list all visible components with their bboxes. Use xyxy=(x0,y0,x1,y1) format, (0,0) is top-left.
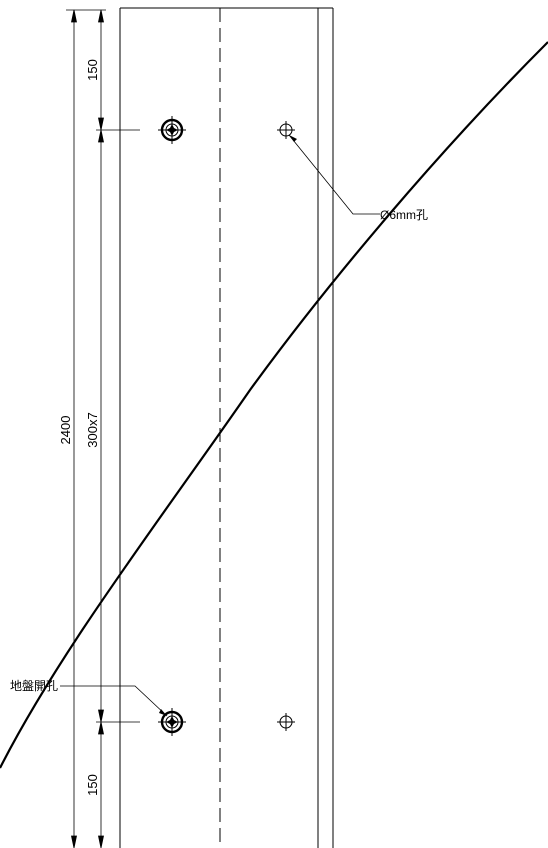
dimension-overall xyxy=(66,9,106,848)
profile-outline xyxy=(119,7,334,848)
screw-symbol-top xyxy=(158,116,186,144)
dimension-chain xyxy=(96,9,140,848)
hole-symbol-top xyxy=(277,121,295,139)
floor-hole-callout-label: 地盤開孔 xyxy=(10,679,58,693)
dimension-top-end-label: 150 xyxy=(85,59,100,81)
dimension-spacing-label: 300x7 xyxy=(85,412,100,447)
dimension-overall-label: 2400 xyxy=(58,416,73,445)
screw-symbol-bottom xyxy=(158,708,186,736)
break-line xyxy=(0,41,548,769)
hole-callout-label: Ø6mm孔 xyxy=(380,208,428,222)
hole-callout-leader xyxy=(288,134,380,215)
dimension-bottom-end-label: 150 xyxy=(85,774,100,796)
hole-symbol-bottom xyxy=(277,713,295,731)
floor-hole-callout-leader xyxy=(60,685,168,717)
